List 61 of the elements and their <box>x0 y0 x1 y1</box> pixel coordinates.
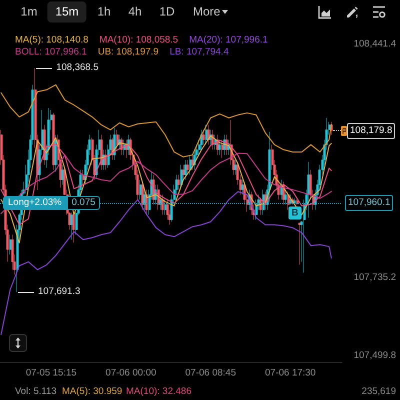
candlestick <box>180 164 183 190</box>
annotation: 0.075 <box>66 196 100 210</box>
text: MA(10): 108,058.5 <box>99 34 178 46</box>
candlestick <box>72 212 75 243</box>
text: 1D <box>159 4 175 20</box>
candlestick <box>184 160 187 180</box>
annotation: Long+2.03% <box>3 196 67 210</box>
candlestick <box>241 179 244 195</box>
text: 4h <box>128 4 142 20</box>
x-tick-label: 07-06 17:30 <box>265 368 316 378</box>
candlestick <box>61 164 64 185</box>
text: MA(5): 108,140.8 <box>15 34 88 46</box>
x-tick-label: 07-06 00:00 <box>106 368 156 378</box>
candlestick <box>284 189 287 205</box>
candlestick <box>298 222 301 266</box>
annotation: B <box>288 206 302 220</box>
candlestick <box>186 160 189 176</box>
candlestick <box>139 179 142 200</box>
text: 1h <box>97 4 111 20</box>
candlestick <box>234 160 237 176</box>
candlestick <box>182 164 185 180</box>
text: 1m <box>20 4 38 20</box>
candlestick <box>205 124 208 145</box>
candlestick <box>54 134 57 172</box>
legend-label: MA(20): 107,996.1 <box>189 34 268 46</box>
x-tick-label: 07-05 15:15 <box>26 368 77 378</box>
candlestick <box>9 234 12 255</box>
x-tick-label: 07-06 08:45 <box>185 368 236 378</box>
candlestick <box>70 212 73 240</box>
candlestick <box>218 139 221 156</box>
text: MA(10): 32.486 <box>126 386 192 398</box>
y-tick-label: 107,735.2 <box>354 272 396 284</box>
candlestick <box>52 112 55 170</box>
text: LB: 107,794.4 <box>170 46 229 58</box>
text: BOLL: 107,996.1 <box>15 46 87 58</box>
text: UB: 108,197.9 <box>98 46 159 58</box>
candlestick <box>289 194 292 205</box>
candlestick <box>141 181 144 210</box>
annotation: 107,960.1 <box>345 195 394 212</box>
annotation: 107,691.3 <box>38 286 80 298</box>
text: More <box>193 4 220 20</box>
text: Vol: 5.113 <box>15 386 57 398</box>
candlestick <box>191 154 194 170</box>
candlestick <box>164 199 167 216</box>
candlestick <box>116 130 119 150</box>
text: 235,619 <box>362 386 396 398</box>
text: MA(5): 30.959 <box>62 386 122 398</box>
candlestick <box>143 189 146 210</box>
y-tick-label: 108,441.4 <box>354 38 396 50</box>
candlestick <box>202 130 205 145</box>
annotation: 108,179.8 <box>347 122 396 139</box>
candlestick <box>82 170 85 185</box>
candlestick <box>166 199 169 220</box>
candlestick <box>221 139 224 158</box>
y-tick-label: 107,499.8 <box>354 350 396 361</box>
candlestick <box>177 174 180 190</box>
candlestick <box>159 194 162 210</box>
annotation: 108,368.5 <box>56 62 98 74</box>
candlestick <box>307 162 310 218</box>
candlestick <box>161 194 164 216</box>
text: 15m <box>47 2 87 22</box>
